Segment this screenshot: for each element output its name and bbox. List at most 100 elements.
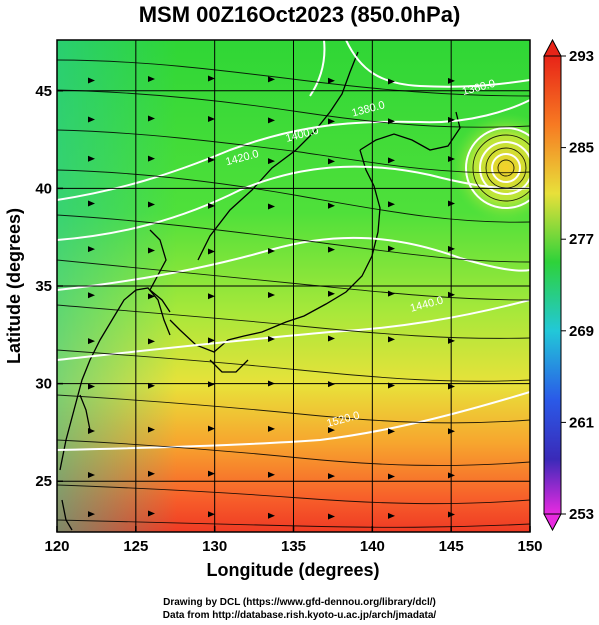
colorbar-max-triangle xyxy=(543,38,562,57)
x-axis-label: Longitude (degrees) xyxy=(206,560,379,580)
wind-arrowhead xyxy=(328,427,335,434)
x-tick-label: 140 xyxy=(360,538,385,555)
y-tick-label: 35 xyxy=(35,278,52,295)
x-tick-label: 125 xyxy=(123,538,148,555)
x-tick-label: 150 xyxy=(517,538,542,555)
wind-arrowhead xyxy=(148,155,155,162)
wind-arrowhead xyxy=(208,425,215,432)
wind-arrowhead xyxy=(148,247,155,254)
wind-arrowhead xyxy=(148,338,155,345)
colorbar-min-triangle xyxy=(543,513,562,532)
wind-arrowhead xyxy=(388,473,395,480)
contour-lines xyxy=(57,40,530,451)
wind-arrowhead xyxy=(208,248,215,255)
y-tick-label: 25 xyxy=(35,473,52,490)
x-tick-label: 130 xyxy=(202,538,227,555)
wind-arrowhead xyxy=(88,155,95,162)
wind-arrowhead xyxy=(328,335,335,342)
wind-arrowhead xyxy=(208,381,215,388)
wind-arrowhead xyxy=(268,292,275,299)
wind-arrowhead xyxy=(88,200,95,207)
wind-arrowhead xyxy=(328,246,335,253)
y-tick-label: 45 xyxy=(35,83,52,100)
wind-arrowhead xyxy=(268,512,275,519)
wind-arrowheads xyxy=(88,75,455,520)
wind-arrowhead xyxy=(208,115,215,122)
wind-arrowhead xyxy=(268,76,275,83)
wind-arrowhead xyxy=(208,75,215,82)
wind-arrowhead xyxy=(268,471,275,478)
wind-arrowhead xyxy=(328,158,335,165)
wind-arrowhead xyxy=(148,76,155,83)
wind-arrowhead xyxy=(388,201,395,208)
wind-arrowhead xyxy=(388,118,395,125)
wind-arrowhead xyxy=(328,513,335,520)
y-ticks: 25 30 35 40 45 xyxy=(35,83,63,490)
wind-arrowhead xyxy=(148,382,155,389)
wind-arrowhead xyxy=(88,511,95,518)
y-tick-label: 40 xyxy=(35,180,52,197)
wind-arrowhead xyxy=(388,157,395,164)
wind-arrowhead xyxy=(268,158,275,165)
wind-arrowhead xyxy=(208,202,215,209)
wind-arrowhead xyxy=(328,118,335,125)
grid-lines xyxy=(57,40,530,532)
wind-arrowhead xyxy=(268,117,275,124)
wind-arrowhead xyxy=(328,202,335,209)
wind-arrowhead xyxy=(88,292,95,299)
colorbar-ticks: 293 285 277 269 261 253 xyxy=(561,48,594,523)
wind-arrowhead xyxy=(88,77,95,84)
wind-arrowhead xyxy=(88,383,95,390)
wind-arrowhead xyxy=(208,156,215,163)
colorbar-tick-label: 261 xyxy=(569,414,594,431)
wind-arrowhead xyxy=(88,428,95,435)
wind-arrowhead xyxy=(268,335,275,342)
wind-arrowhead xyxy=(88,472,95,479)
colorbar: 293 285 277 269 261 253 xyxy=(543,38,594,532)
colorbar-tick-label: 293 xyxy=(569,48,594,65)
y-tick-label: 30 xyxy=(35,376,52,393)
colorbar-tick-label: 277 xyxy=(569,231,594,248)
wind-arrowhead xyxy=(148,470,155,477)
wind-arrowhead xyxy=(208,470,215,477)
x-tick-label: 145 xyxy=(439,538,464,555)
credit-data-source: Data from http://database.rish.kyoto-u.a… xyxy=(162,610,437,621)
colorbar-tick-label: 269 xyxy=(569,323,594,340)
wind-arrowhead xyxy=(388,336,395,343)
wind-arrowhead xyxy=(148,293,155,300)
wind-arrowhead xyxy=(268,425,275,432)
colorbar-gradient xyxy=(543,55,562,515)
wind-arrowhead xyxy=(208,337,215,344)
wind-arrowhead xyxy=(208,293,215,300)
x-tick-label: 135 xyxy=(281,538,306,555)
wind-arrowhead xyxy=(208,511,215,518)
wind-arrowhead xyxy=(268,203,275,210)
colorbar-tick-label: 285 xyxy=(569,140,594,157)
wind-arrowhead xyxy=(148,510,155,517)
wind-arrowhead xyxy=(328,290,335,297)
wind-arrowhead xyxy=(388,78,395,85)
wind-arrowhead xyxy=(388,290,395,297)
coastlines xyxy=(59,51,461,531)
colorbar-tick-label: 253 xyxy=(569,506,594,523)
credit-drawing: Drawing by DCL (https://www.gfd-dennou.o… xyxy=(163,597,436,608)
x-tick-label: 120 xyxy=(44,538,69,555)
wind-arrowhead xyxy=(328,473,335,480)
wind-arrowhead xyxy=(268,248,275,255)
wind-arrowhead xyxy=(148,201,155,208)
wind-arrowhead xyxy=(328,77,335,84)
wind-arrowhead xyxy=(388,428,395,435)
wind-arrowhead xyxy=(388,245,395,252)
wind-arrowhead xyxy=(388,512,395,519)
wind-arrowhead xyxy=(148,426,155,433)
cyclone-warm-core xyxy=(451,113,530,223)
chart-title: MSM 00Z16Oct2023 (850.0hPa) xyxy=(138,2,461,27)
y-axis-label: Latitude (degrees) xyxy=(4,208,24,364)
wind-arrowhead xyxy=(148,115,155,122)
wind-arrowhead xyxy=(88,116,95,123)
wind-arrowhead xyxy=(88,338,95,345)
x-ticks: 120 125 130 135 140 145 150 xyxy=(44,526,543,555)
wind-streamlines xyxy=(57,59,530,528)
